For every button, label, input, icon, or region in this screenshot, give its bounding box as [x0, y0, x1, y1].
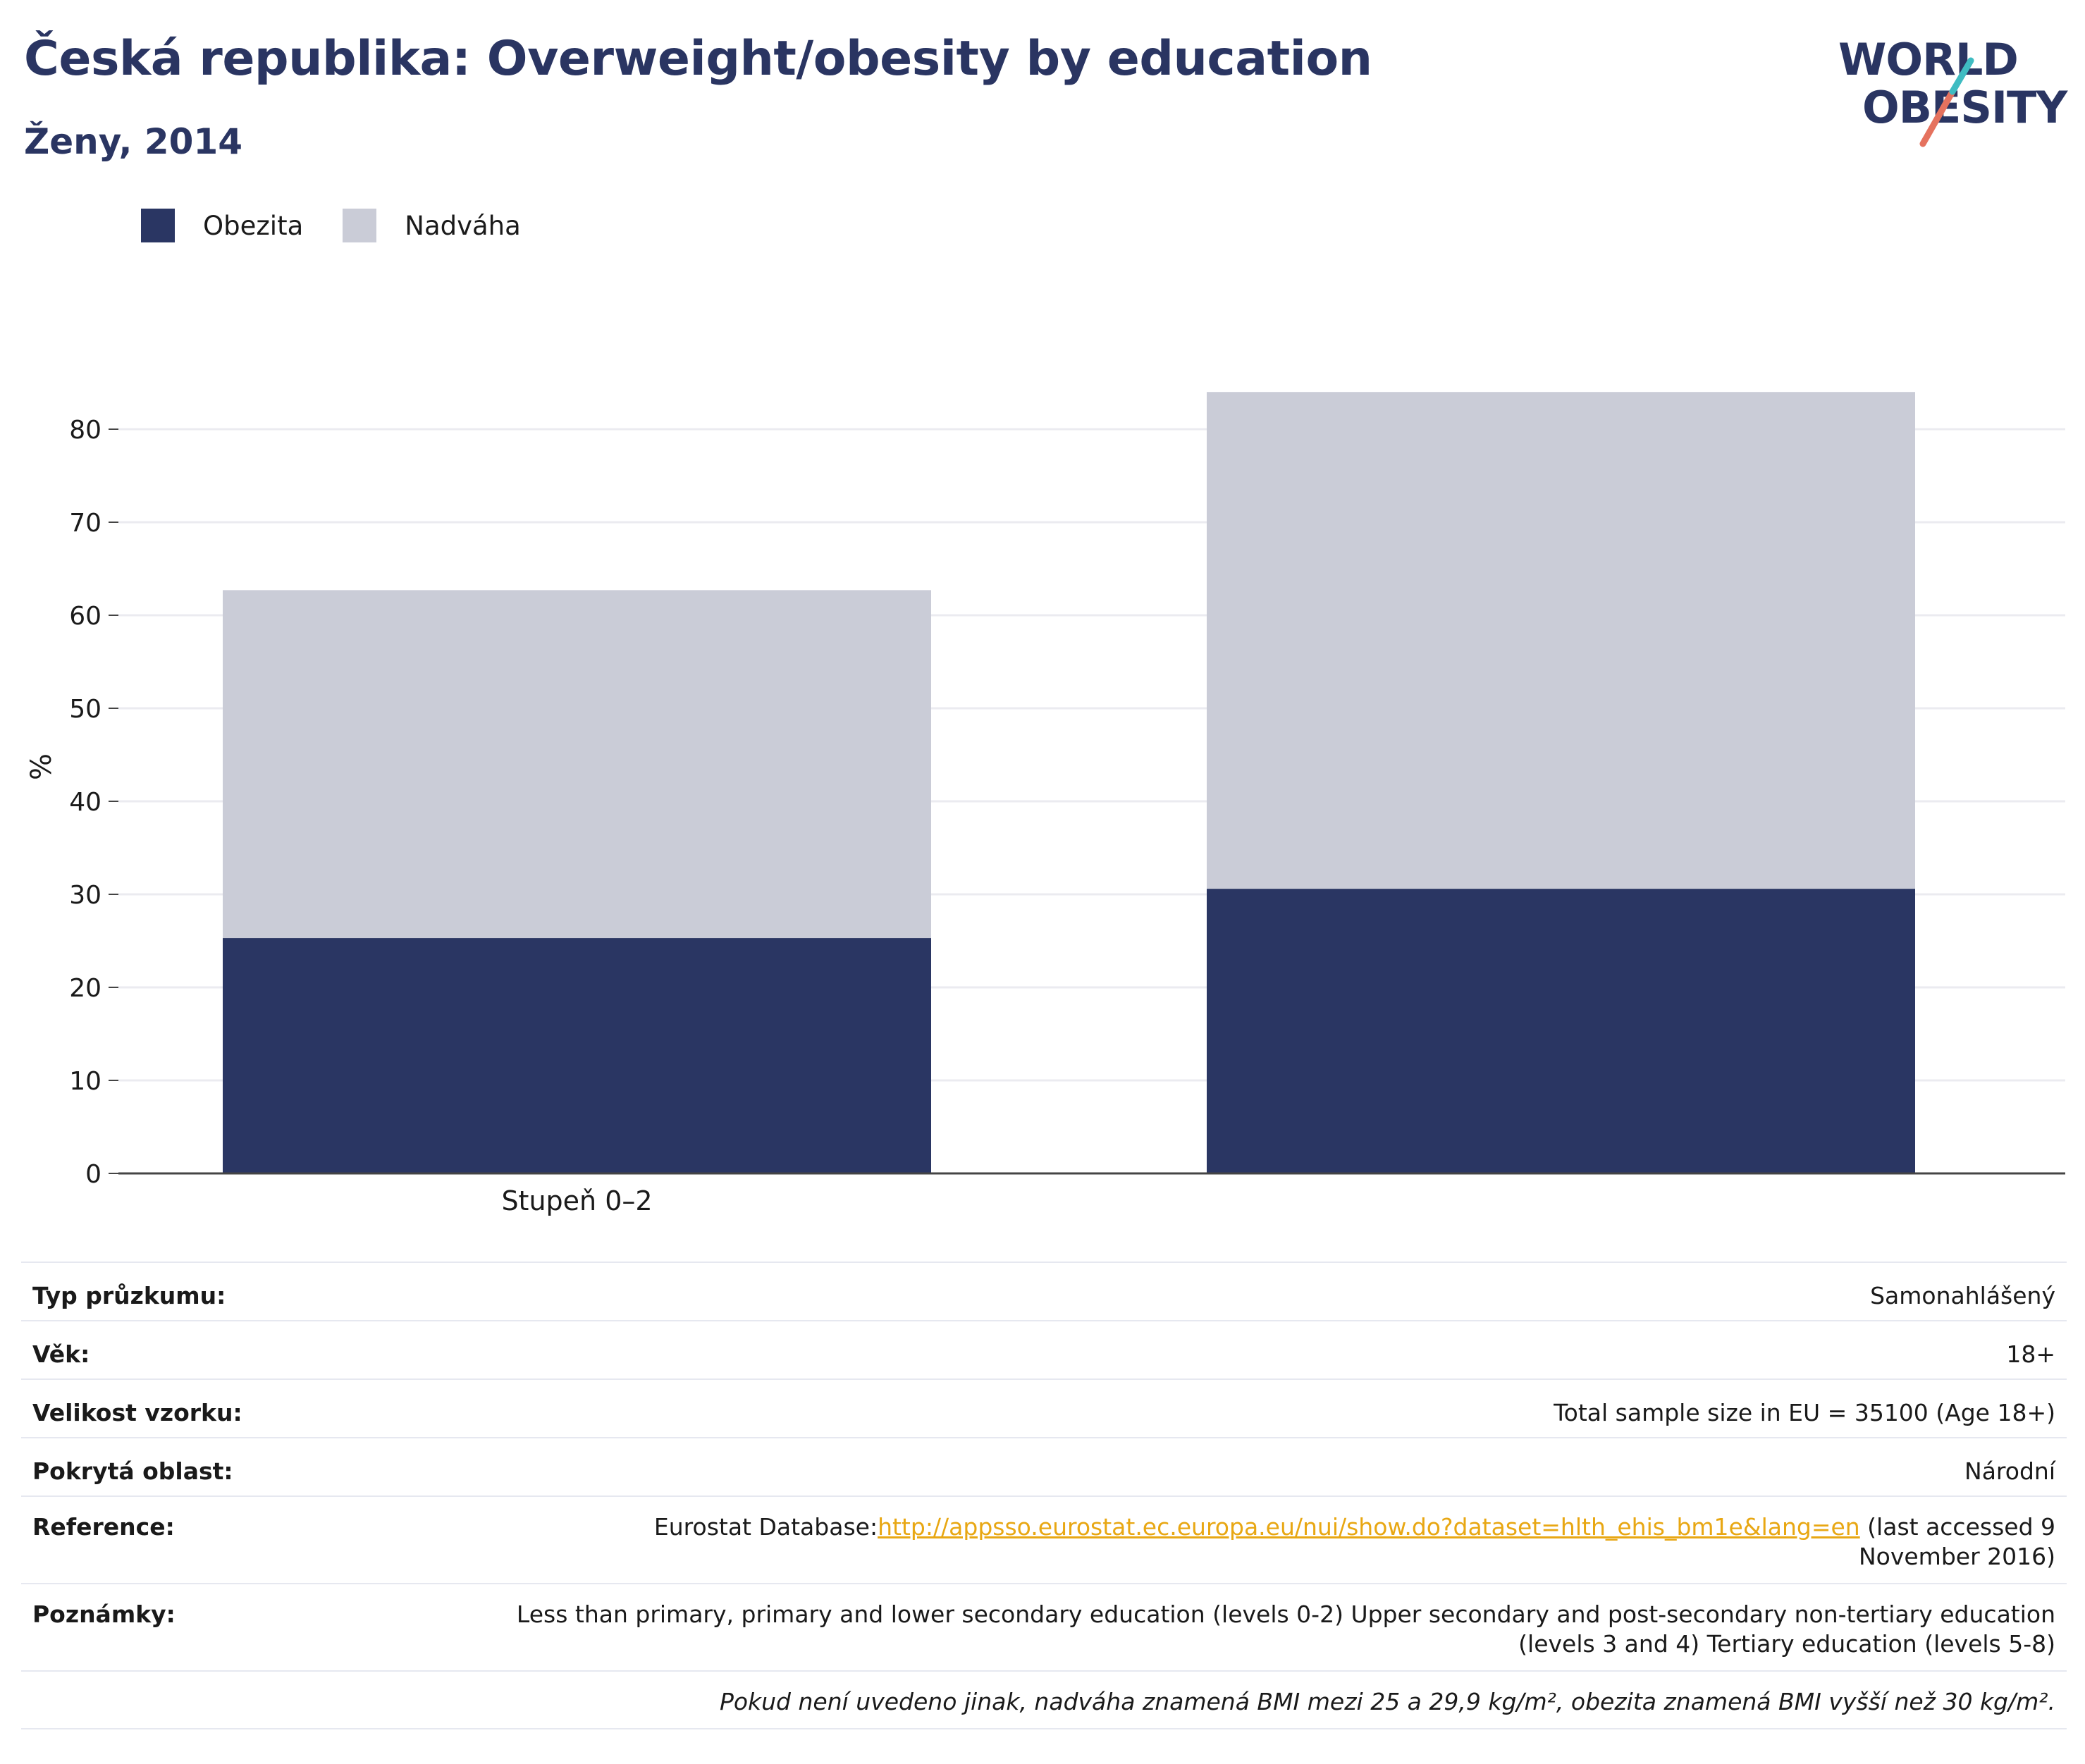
reference-label: Reference: — [32, 1513, 175, 1541]
legend-item-obesity[interactable]: Obezita — [141, 209, 303, 242]
info-row-age: Věk: 18+ — [21, 1320, 2067, 1378]
bar-overweight-1 — [1207, 392, 1915, 889]
info-row-area: Pokrytá oblast: Národní — [21, 1437, 2067, 1495]
info-row-reference: Reference: Eurostat Database:http://apps… — [21, 1495, 2067, 1583]
reference-prefix: Eurostat Database: — [653, 1513, 878, 1541]
legend-swatch-overweight — [343, 209, 377, 242]
notes-value: Less than primary, primary and lower sec… — [516, 1600, 2055, 1658]
y-tick-label: 70 — [69, 509, 102, 538]
chart-legend: Obezita Nadváha — [141, 209, 560, 242]
age-value: 18+ — [2006, 1340, 2055, 1368]
y-tick-label: 20 — [69, 974, 102, 1003]
survey-type-label: Typ průzkumu: — [32, 1282, 226, 1309]
info-row-notes: Poznámky: Less than primary, primary and… — [21, 1583, 2067, 1670]
age-label: Věk: — [32, 1340, 90, 1368]
y-tick-label: 40 — [69, 788, 102, 817]
info-row-footnote: Pokud není uvedeno jinak, nadváha znamen… — [21, 1670, 2067, 1729]
chart-subtitle: Ženy, 2014 — [24, 121, 243, 162]
survey-type-value: Samonahlášený — [1870, 1282, 2055, 1309]
chart-title: Česká republika: Overweight/obesity by e… — [24, 31, 1372, 87]
y-tick-label: 30 — [69, 881, 102, 910]
y-tick-label: 50 — [69, 695, 102, 724]
reference-suffix: (last accessed 9 November 2016) — [1858, 1513, 2055, 1570]
sample-size-value: Total sample size in EU = 35100 (Age 18+… — [1554, 1399, 2055, 1426]
bar-obesity-1 — [1207, 889, 1915, 1173]
area-value: Národní — [1964, 1457, 2055, 1485]
reference-value: Eurostat Database:http://appsso.eurostat… — [610, 1512, 2055, 1572]
x-tick-label: Stupeň 0–2 — [501, 1185, 652, 1216]
survey-info-table: Typ průzkumu: Samonahlášený Věk: 18+ Vel… — [21, 1262, 2067, 1729]
area-label: Pokrytá oblast: — [32, 1457, 233, 1485]
footnote: Pokud není uvedeno jinak, nadváha znamen… — [719, 1688, 2055, 1715]
y-tick-label: 60 — [69, 602, 102, 631]
bar-obesity-0 — [223, 938, 931, 1173]
legend-item-overweight[interactable]: Nadváha — [343, 209, 521, 242]
notes-label: Poznámky: — [32, 1600, 176, 1628]
y-axis-label: % — [25, 753, 58, 780]
y-tick-label: 80 — [69, 416, 102, 445]
info-row-sample-size: Velikost vzorku: Total sample size in EU… — [21, 1378, 2067, 1437]
info-row-survey-type: Typ průzkumu: Samonahlášený — [21, 1262, 2067, 1320]
logo-word-obesity: OBESITY — [1862, 82, 2067, 133]
legend-swatch-obesity — [141, 209, 175, 242]
world-obesity-logo: WORLD OBESITY — [1838, 21, 2067, 148]
bar-chart: 0 10 20 30 40 50 60 70 80% Stupeň 0–2 — [25, 392, 2065, 1216]
y-tick-label: 0 — [85, 1160, 102, 1189]
sample-size-label: Velikost vzorku: — [32, 1399, 242, 1426]
legend-label-overweight: Nadváha — [405, 210, 521, 241]
legend-label-obesity: Obezita — [203, 210, 304, 241]
logo-slash-icon — [1919, 57, 1974, 147]
bar-overweight-0 — [223, 590, 931, 939]
reference-link[interactable]: http://appsso.eurostat.ec.europa.eu/nui/… — [878, 1513, 1860, 1541]
y-tick-label: 10 — [69, 1067, 102, 1096]
logo-word-world: WORLD — [1838, 34, 2019, 85]
